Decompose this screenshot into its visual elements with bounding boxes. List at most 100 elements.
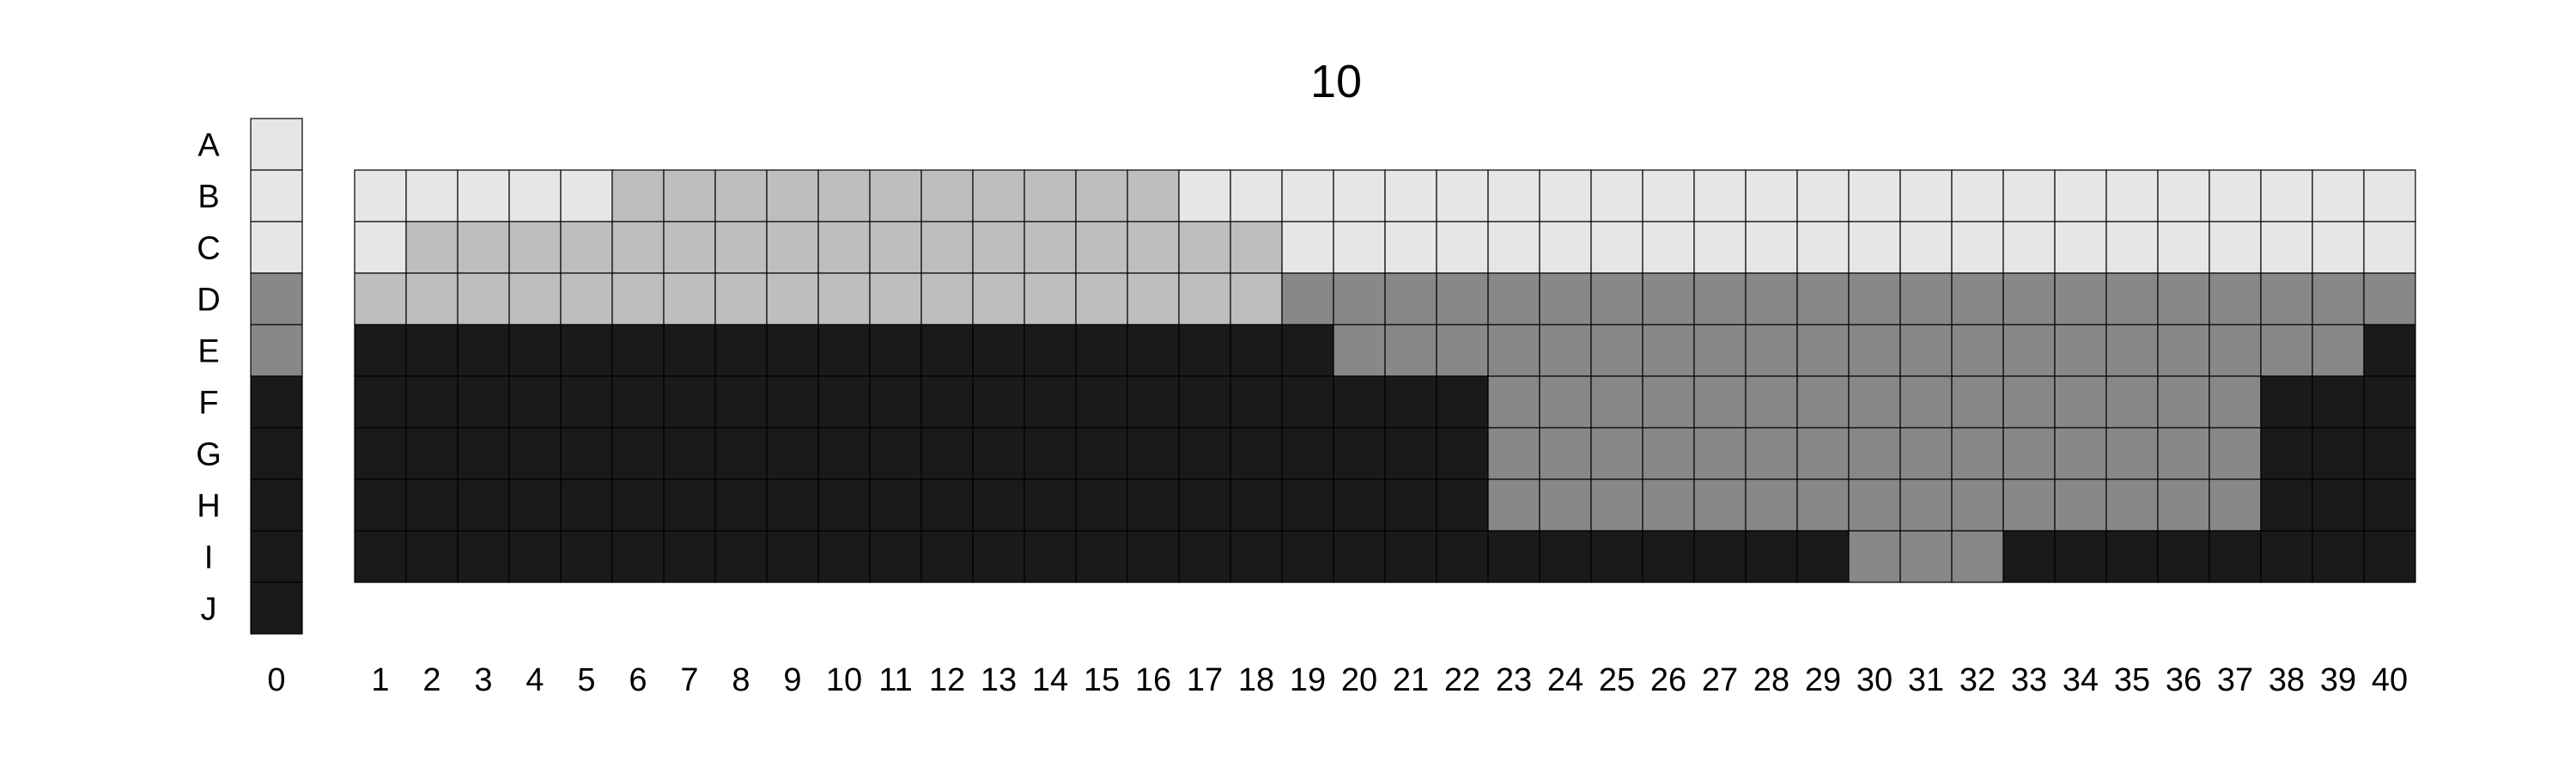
heatmap-cell bbox=[1539, 427, 1592, 480]
heatmap-cell bbox=[2208, 427, 2262, 480]
heatmap-cell bbox=[1281, 530, 1334, 583]
heatmap-cell bbox=[2105, 221, 2159, 274]
heatmap-cell bbox=[354, 478, 407, 532]
heatmap-cell bbox=[920, 530, 974, 583]
heatmap-cell bbox=[611, 324, 665, 377]
heatmap-cell bbox=[354, 375, 407, 429]
heatmap-cell bbox=[2208, 324, 2262, 377]
heatmap-cell bbox=[920, 375, 974, 429]
heatmap-cell bbox=[1642, 324, 1695, 377]
heatmap-cell bbox=[457, 221, 510, 274]
heatmap-cell bbox=[1436, 375, 1489, 429]
heatmap-cell bbox=[1745, 272, 1798, 326]
column-label: 33 bbox=[2011, 662, 2047, 698]
column-label: 24 bbox=[1547, 662, 1583, 698]
heatmap-cell bbox=[508, 530, 562, 583]
heatmap-cell bbox=[1590, 478, 1643, 532]
heatmap-cell bbox=[1642, 272, 1695, 326]
heatmap-cell bbox=[972, 427, 1025, 480]
heatmap-cell bbox=[1333, 324, 1386, 377]
heatmap-cell bbox=[1281, 375, 1334, 429]
heatmap-cell bbox=[2363, 324, 2416, 377]
heatmap-cell bbox=[2312, 221, 2365, 274]
heatmap-cell bbox=[1384, 427, 1437, 480]
heatmap-cell bbox=[2002, 478, 2056, 532]
heatmap-cell bbox=[2054, 427, 2107, 480]
heatmap-cell bbox=[1899, 324, 1953, 377]
heatmap-cell bbox=[1127, 478, 1180, 532]
column-label: 3 bbox=[474, 662, 492, 698]
heatmap-cell bbox=[1436, 272, 1489, 326]
heatmap-cell bbox=[2054, 324, 2107, 377]
heatmap-cell bbox=[1745, 169, 1798, 222]
heatmap-cell bbox=[663, 530, 716, 583]
heatmap-cell bbox=[1848, 324, 1901, 377]
heatmap-cell bbox=[1951, 530, 2004, 583]
heatmap-cell bbox=[1178, 375, 1231, 429]
row-label: C bbox=[197, 231, 220, 267]
heatmap-cell bbox=[457, 169, 510, 222]
heatmap-cell bbox=[817, 272, 871, 326]
heatmap-cell bbox=[457, 530, 510, 583]
column-labels: 0 1 2 3 4 5 6 7 8 9 10 11 12 13 14 15 16 17 18 19 20 21 22 23 24… bbox=[267, 662, 2408, 698]
heatmap-cell bbox=[1487, 375, 1540, 429]
heatmap-cell bbox=[817, 221, 871, 274]
heatmap-cell bbox=[1127, 427, 1180, 480]
heatmap-cell bbox=[1178, 530, 1231, 583]
heatmap-cell bbox=[1333, 272, 1386, 326]
heatmap-cell bbox=[1024, 221, 1077, 274]
heatmap-cell bbox=[354, 427, 407, 480]
heatmap-cell bbox=[1745, 427, 1798, 480]
heatmap-cell bbox=[2260, 272, 2313, 326]
row-label: A bbox=[197, 128, 220, 164]
heatmap-cell bbox=[766, 478, 819, 532]
heatmap-cell bbox=[972, 324, 1025, 377]
heatmap-cell bbox=[1693, 272, 1747, 326]
heatmap-cell bbox=[2105, 272, 2159, 326]
heatmap-cell bbox=[1075, 478, 1128, 532]
heatmap-cell bbox=[1693, 478, 1747, 532]
heatmap-cell bbox=[869, 169, 922, 222]
heatmap-cell bbox=[1642, 427, 1695, 480]
heatmap-cell bbox=[1693, 375, 1747, 429]
heatmap-cell bbox=[2260, 530, 2313, 583]
heatmap-cell bbox=[817, 169, 871, 222]
heatmap-cell bbox=[1642, 221, 1695, 274]
heatmap-cell bbox=[817, 324, 871, 377]
heatmap-cell bbox=[1384, 324, 1437, 377]
heatmap-cell bbox=[1384, 478, 1437, 532]
heatmap-cell bbox=[1590, 324, 1643, 377]
heatmap-cell bbox=[869, 530, 922, 583]
heatmap-cell bbox=[560, 272, 613, 326]
heatmap-cell bbox=[1333, 530, 1386, 583]
heatmap-cell bbox=[1848, 221, 1901, 274]
heatmap-cell bbox=[1487, 221, 1540, 274]
heatmap-cell bbox=[1384, 221, 1437, 274]
column-label: 40 bbox=[2372, 662, 2408, 698]
heatmap-cell bbox=[2157, 427, 2210, 480]
heatmap-cell bbox=[1539, 324, 1592, 377]
heatmap-cell bbox=[1436, 324, 1489, 377]
heatmap-cell bbox=[972, 221, 1025, 274]
heatmap-cell bbox=[1127, 530, 1180, 583]
heatmap-cell bbox=[405, 530, 459, 583]
heatmap-cell bbox=[2054, 375, 2107, 429]
column-label: 27 bbox=[1702, 662, 1738, 698]
heatmap-cell bbox=[2105, 324, 2159, 377]
column-label: 25 bbox=[1599, 662, 1635, 698]
heatmap-cell bbox=[869, 375, 922, 429]
heatmap-cell bbox=[1848, 478, 1901, 532]
heatmap-cell bbox=[560, 169, 613, 222]
heatmap-cell bbox=[2208, 530, 2262, 583]
column-label: 34 bbox=[2063, 662, 2099, 698]
heatmap-cell bbox=[1899, 221, 1953, 274]
heatmap-cell bbox=[1024, 375, 1077, 429]
heatmap-cell bbox=[1075, 530, 1128, 583]
heatmap-cell bbox=[663, 272, 716, 326]
heatmap-cell bbox=[1539, 478, 1592, 532]
heatmap-cell bbox=[869, 272, 922, 326]
column-label: 28 bbox=[1753, 662, 1789, 698]
heatmap-cell bbox=[1230, 530, 1283, 583]
heatmap-cell bbox=[2054, 221, 2107, 274]
